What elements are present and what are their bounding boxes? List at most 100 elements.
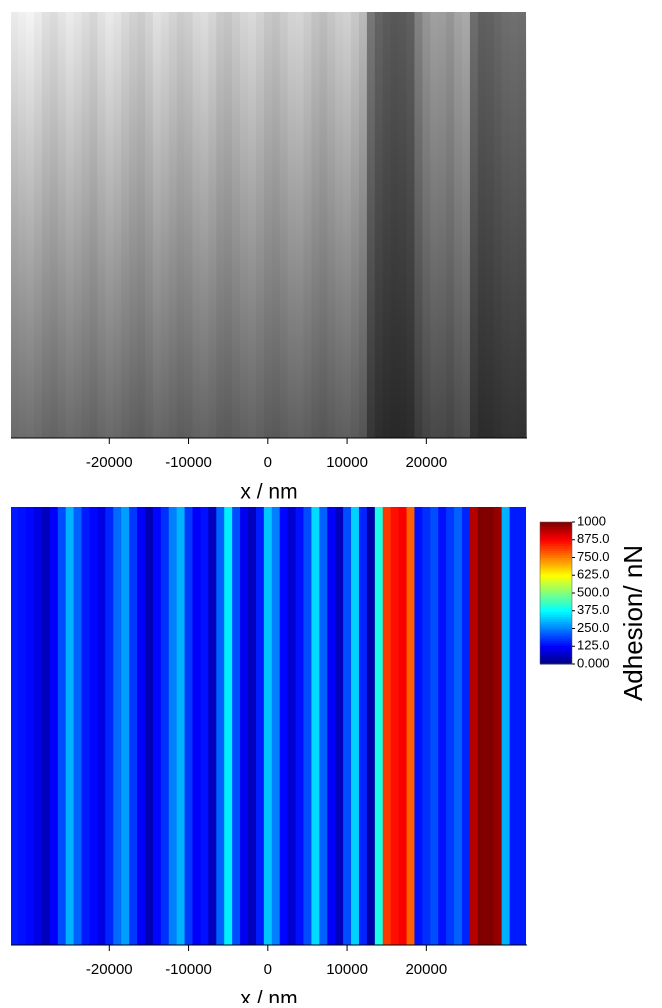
colorbar-band	[540, 550, 572, 554]
heat-column	[374, 507, 384, 945]
heat-column	[271, 507, 281, 945]
heat-column	[113, 507, 122, 945]
heat-column	[311, 507, 320, 945]
colorbar-band	[540, 649, 572, 653]
heat-column	[192, 507, 202, 945]
colorbar-band	[540, 557, 572, 561]
heat-column	[65, 507, 75, 945]
heat-column	[57, 507, 67, 945]
colorbar-band	[540, 529, 572, 532]
heat-column	[240, 507, 249, 945]
heat-column	[485, 507, 495, 945]
heat-column	[358, 507, 368, 945]
heat-column	[343, 507, 352, 945]
x-axis-title: x / nm	[240, 481, 297, 504]
colorbar-title: Adhesion/ nN	[618, 545, 648, 701]
x-tick-label: -20000	[86, 454, 133, 471]
colorbar-band	[540, 578, 572, 582]
colorbar-band	[540, 621, 572, 625]
colorbar-band	[540, 633, 572, 637]
heat-column	[454, 507, 463, 945]
heat-column	[137, 507, 146, 945]
x-tick-label: 0	[264, 454, 272, 471]
colorbar-band	[540, 581, 572, 585]
colorbar-tick-label: 0.000	[577, 655, 610, 670]
heat-column	[446, 507, 455, 945]
heat-column	[366, 507, 376, 945]
colorbar-band	[540, 559, 572, 563]
colorbar-band	[540, 597, 572, 601]
heat-column	[105, 507, 114, 945]
heat-column	[97, 507, 106, 945]
colorbar-band	[540, 543, 572, 547]
heat-column	[501, 507, 511, 945]
heat-column	[176, 507, 186, 945]
heat-column	[216, 507, 225, 945]
colorbar-tick-label: 750.0	[577, 549, 610, 564]
shading	[11, 12, 527, 438]
colorbar-band	[540, 645, 572, 648]
colorbar-band	[540, 661, 572, 665]
colorbar-band	[540, 536, 572, 540]
colorbar-band	[540, 654, 572, 658]
x-tick-label: -20000	[86, 961, 133, 978]
heat-column	[390, 507, 400, 945]
colorbar-band	[540, 656, 572, 660]
heat-column	[232, 507, 241, 945]
heat-column	[73, 507, 83, 945]
colorbar-band	[540, 595, 572, 599]
heat-column	[303, 507, 313, 945]
colorbar-band	[540, 642, 572, 646]
x-tick-label: 10000	[326, 454, 368, 471]
heat-column	[81, 507, 91, 945]
colorbar-band	[540, 545, 572, 549]
heat-column	[335, 507, 344, 945]
heat-column	[208, 507, 217, 945]
colorbar-band	[540, 600, 572, 603]
heat-column	[438, 507, 447, 945]
colorbar-band	[540, 590, 572, 594]
colorbar-band	[540, 614, 572, 618]
colorbar-band	[540, 623, 572, 627]
heat-column	[121, 507, 130, 945]
heat-column	[255, 507, 265, 945]
colorbar-band	[540, 659, 572, 663]
colorbar-band	[540, 564, 572, 568]
colorbar-band	[540, 602, 572, 606]
x-axis-title: x / nm	[240, 988, 297, 1003]
colorbar-tick-label: 500.0	[577, 584, 610, 599]
heat-column	[398, 507, 408, 945]
heat-column	[33, 507, 43, 945]
x-tick-label: 10000	[326, 961, 368, 978]
colorbar-band	[540, 548, 572, 551]
colorbar-tick-label: 375.0	[577, 602, 610, 617]
heat-column	[18, 507, 27, 945]
colorbar-tick-label: 250.0	[577, 620, 610, 635]
x-tick-label: 0	[264, 961, 272, 978]
heat-column	[263, 507, 273, 945]
heat-column	[351, 507, 360, 945]
colorbar-tick-label: 125.0	[577, 638, 610, 653]
colorbar-band	[540, 531, 572, 535]
colorbar: 0.000 125.0 250.0 375.0 500.0 625.0 750.0 875.0…	[539, 513, 648, 701]
colorbar-band	[540, 585, 572, 589]
colorbar-band	[540, 571, 572, 575]
x-tick-label: -10000	[165, 454, 212, 471]
colorbar-band	[540, 533, 572, 537]
heat-column	[200, 507, 209, 945]
colorbar-band	[540, 616, 572, 620]
heat-column	[49, 507, 59, 945]
colorbar-band	[540, 628, 572, 632]
heat-column	[41, 507, 51, 945]
heat-column	[509, 507, 519, 945]
colorbar-band	[540, 526, 572, 530]
heat-column	[247, 507, 257, 945]
colorbar-band	[540, 576, 572, 580]
colorbar-band	[540, 552, 572, 556]
heat-column	[279, 507, 289, 945]
colorbar-band	[540, 522, 572, 525]
colorbar-band	[540, 583, 572, 587]
colorbar-band	[540, 607, 572, 611]
colorbar-band	[540, 562, 572, 566]
